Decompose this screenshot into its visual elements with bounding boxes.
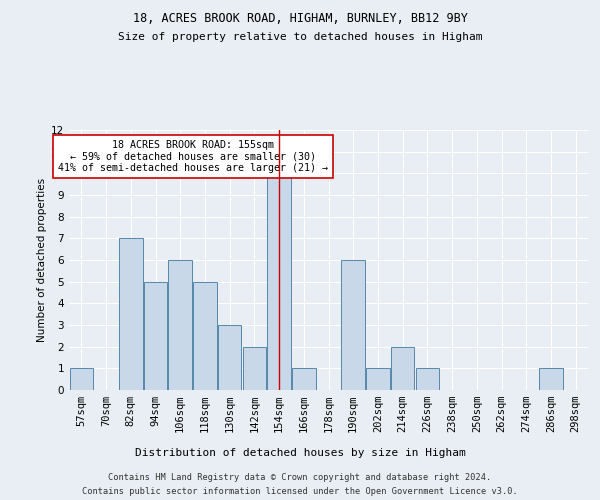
Text: Contains HM Land Registry data © Crown copyright and database right 2024.: Contains HM Land Registry data © Crown c…	[109, 472, 491, 482]
Text: 18, ACRES BROOK ROAD, HIGHAM, BURNLEY, BB12 9BY: 18, ACRES BROOK ROAD, HIGHAM, BURNLEY, B…	[133, 12, 467, 26]
Bar	[119, 238, 143, 390]
Text: Contains public sector information licensed under the Open Government Licence v3: Contains public sector information licen…	[82, 488, 518, 496]
Bar	[218, 325, 241, 390]
Text: 18 ACRES BROOK ROAD: 155sqm
← 59% of detached houses are smaller (30)
41% of sem: 18 ACRES BROOK ROAD: 155sqm ← 59% of det…	[58, 140, 328, 173]
Bar	[391, 346, 415, 390]
Bar	[169, 260, 192, 390]
Bar	[144, 282, 167, 390]
Bar	[416, 368, 439, 390]
Bar	[70, 368, 93, 390]
Bar	[366, 368, 389, 390]
Text: Distribution of detached houses by size in Higham: Distribution of detached houses by size …	[134, 448, 466, 458]
Bar	[292, 368, 316, 390]
Bar	[341, 260, 365, 390]
Text: Size of property relative to detached houses in Higham: Size of property relative to detached ho…	[118, 32, 482, 42]
Bar	[539, 368, 563, 390]
Bar	[193, 282, 217, 390]
Y-axis label: Number of detached properties: Number of detached properties	[37, 178, 47, 342]
Bar	[268, 174, 291, 390]
Bar	[242, 346, 266, 390]
